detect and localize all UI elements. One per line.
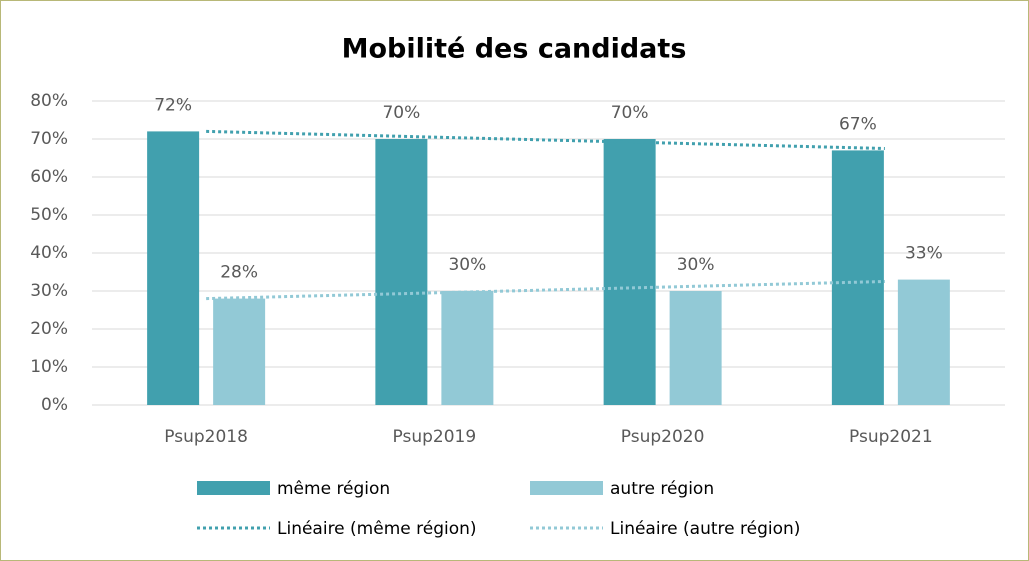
y-tick-label: 50% — [30, 205, 68, 225]
bar — [603, 139, 656, 405]
data-label: 70% — [611, 103, 649, 123]
data-label: 67% — [839, 114, 877, 134]
y-tick-label: 0% — [41, 395, 68, 415]
x-tick-label: Psup2019 — [393, 427, 477, 447]
chart-title: Mobilité des candidats — [342, 34, 687, 65]
data-label: 70% — [382, 103, 420, 123]
legend-label: Linéaire (même région) — [277, 519, 477, 539]
y-tick-label: 70% — [30, 129, 68, 149]
data-label: 30% — [448, 255, 486, 275]
data-label: 33% — [905, 244, 943, 264]
y-tick-label: 60% — [30, 167, 68, 187]
legend-label: même région — [277, 479, 390, 499]
legend-label: Linéaire (autre région) — [610, 519, 800, 539]
bar — [831, 150, 884, 405]
trendline — [206, 129, 885, 150]
y-tick-label: 10% — [30, 357, 68, 377]
bar — [375, 139, 428, 405]
y-tick-label: 20% — [30, 319, 68, 339]
legend-label: autre région — [610, 479, 714, 499]
bar — [669, 291, 722, 405]
data-label: 30% — [677, 255, 715, 275]
x-tick-label: Psup2021 — [849, 427, 933, 447]
bar — [897, 279, 950, 405]
x-tick-label: Psup2020 — [621, 427, 705, 447]
y-tick-label: 80% — [30, 91, 68, 111]
x-tick-label: Psup2018 — [164, 427, 248, 447]
bar — [441, 291, 494, 405]
data-label: 72% — [154, 95, 192, 115]
data-label: 28% — [220, 263, 258, 283]
legend-swatch — [197, 481, 270, 495]
bar — [213, 298, 266, 405]
y-tick-label: 30% — [30, 281, 68, 301]
bar — [147, 131, 200, 405]
y-tick-label: 40% — [30, 243, 68, 263]
trendline — [206, 280, 885, 301]
legend-swatch — [530, 481, 603, 495]
